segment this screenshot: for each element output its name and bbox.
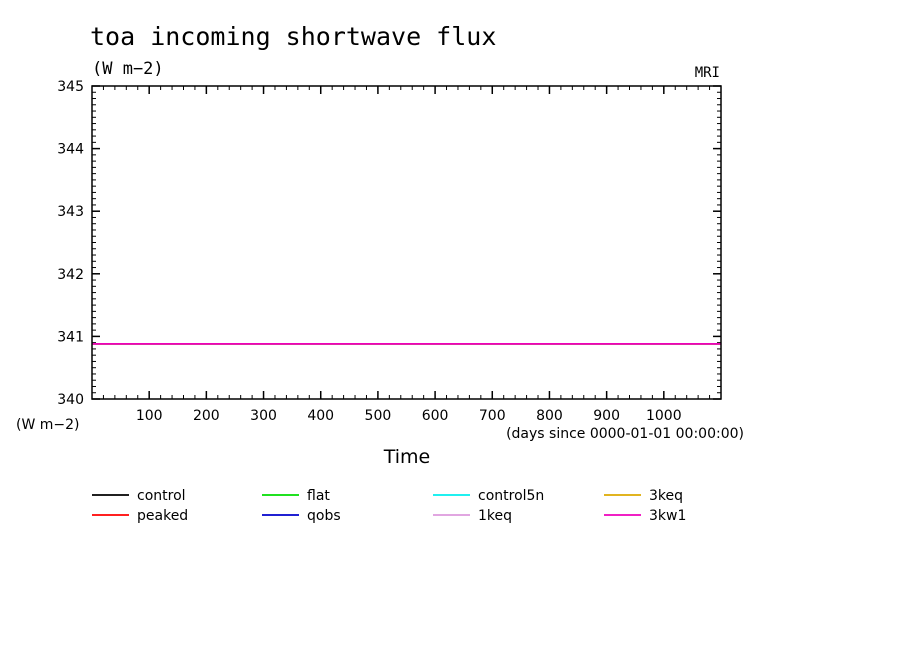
legend-label-control5n: control5n bbox=[478, 488, 544, 504]
x-tick-label: 700 bbox=[479, 408, 506, 424]
x-tick-label: 200 bbox=[193, 408, 220, 424]
x-tick-label: 400 bbox=[307, 408, 334, 424]
y-tick-label: 340 bbox=[57, 392, 84, 408]
legend-label-qobs: qobs bbox=[307, 508, 341, 524]
x-tick-label: 500 bbox=[365, 408, 392, 424]
plot-frame bbox=[91, 85, 722, 400]
units-top-label: (W m−2) bbox=[92, 59, 164, 79]
units-left-label: (W m−2) bbox=[16, 417, 80, 433]
model-label: MRI bbox=[695, 65, 720, 81]
x-tick-label: 100 bbox=[136, 408, 163, 424]
legend: control peaked flat qobs control5n 1keq 3keq 3k… bbox=[92, 488, 686, 524]
y-tick-label: 343 bbox=[57, 204, 84, 220]
legend-label-1keq: 1keq bbox=[478, 508, 512, 524]
y-tick-label: 341 bbox=[57, 329, 84, 345]
x-tick-label: 300 bbox=[250, 408, 277, 424]
y-ticks: 340 341 342 343 344 345 bbox=[57, 79, 721, 408]
x-ticks: 100 200 300 400 500 600 700 800 900 1000 bbox=[136, 86, 682, 424]
y-tick-label: 344 bbox=[57, 142, 84, 158]
y-tick-label: 342 bbox=[57, 267, 84, 283]
x-tick-label: 900 bbox=[593, 408, 620, 424]
y-tick-label: 345 bbox=[57, 79, 84, 95]
chart-title: toa incoming shortwave flux bbox=[90, 22, 496, 51]
x-tick-label: 1000 bbox=[646, 408, 682, 424]
x-units-label: (days since 0000-01-01 00:00:00) bbox=[506, 426, 744, 442]
minor-ticks bbox=[91, 85, 722, 400]
legend-label-control: control bbox=[137, 488, 186, 504]
legend-label-flat: flat bbox=[307, 488, 330, 504]
legend-label-peaked: peaked bbox=[137, 508, 188, 524]
x-axis-label: Time bbox=[383, 446, 431, 468]
x-tick-label: 800 bbox=[536, 408, 563, 424]
x-tick-label: 600 bbox=[422, 408, 449, 424]
legend-label-3kw1: 3kw1 bbox=[649, 508, 686, 524]
legend-label-3keq: 3keq bbox=[649, 488, 683, 504]
